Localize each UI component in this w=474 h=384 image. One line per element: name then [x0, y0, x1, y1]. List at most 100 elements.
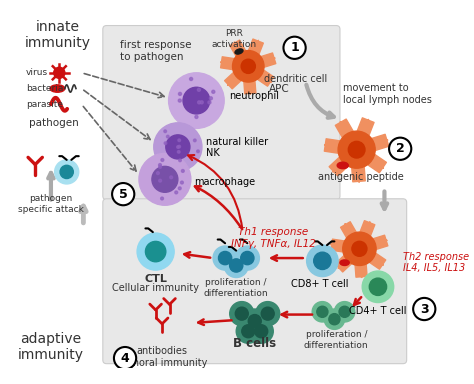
- Circle shape: [55, 160, 79, 184]
- FancyArrowPatch shape: [257, 53, 276, 68]
- Text: 1: 1: [290, 41, 299, 54]
- Circle shape: [178, 145, 181, 148]
- Text: B cells: B cells: [233, 337, 276, 350]
- Circle shape: [314, 252, 331, 270]
- Circle shape: [169, 73, 224, 128]
- Text: Cellular immunity: Cellular immunity: [112, 283, 199, 293]
- Circle shape: [177, 151, 180, 153]
- Circle shape: [255, 301, 280, 326]
- Circle shape: [190, 78, 192, 81]
- Circle shape: [261, 307, 274, 320]
- FancyArrowPatch shape: [324, 139, 346, 154]
- Circle shape: [178, 139, 181, 142]
- Text: bacteria: bacteria: [26, 84, 64, 93]
- Text: macrophage: macrophage: [194, 177, 255, 187]
- FancyArrowPatch shape: [335, 119, 356, 142]
- Circle shape: [307, 245, 338, 276]
- Circle shape: [114, 347, 136, 369]
- FancyArrowPatch shape: [368, 235, 388, 251]
- Circle shape: [179, 159, 182, 162]
- Circle shape: [177, 146, 179, 148]
- Text: dendritic cell: dendritic cell: [264, 74, 327, 84]
- Text: parasite: parasite: [26, 100, 63, 109]
- FancyArrowPatch shape: [329, 153, 352, 176]
- Circle shape: [54, 67, 65, 78]
- Circle shape: [229, 259, 243, 272]
- Ellipse shape: [340, 260, 349, 265]
- Circle shape: [195, 116, 198, 119]
- FancyBboxPatch shape: [103, 26, 340, 200]
- Text: NK: NK: [206, 148, 219, 158]
- Circle shape: [235, 307, 248, 320]
- Text: 2: 2: [396, 142, 404, 155]
- Circle shape: [182, 169, 184, 172]
- Circle shape: [166, 135, 169, 138]
- Circle shape: [164, 130, 166, 132]
- Text: adaptive
immunity: adaptive immunity: [18, 332, 84, 362]
- FancyArrowPatch shape: [230, 40, 248, 60]
- Circle shape: [146, 242, 166, 262]
- Circle shape: [224, 253, 248, 278]
- Circle shape: [139, 153, 191, 205]
- Circle shape: [159, 166, 162, 168]
- FancyArrowPatch shape: [365, 250, 386, 269]
- Circle shape: [241, 59, 255, 73]
- FancyArrowPatch shape: [244, 76, 256, 94]
- Circle shape: [324, 309, 345, 329]
- Circle shape: [197, 88, 201, 91]
- Circle shape: [255, 325, 268, 338]
- FancyArrowPatch shape: [254, 68, 274, 86]
- Circle shape: [198, 101, 201, 104]
- Text: 5: 5: [119, 188, 128, 201]
- Circle shape: [170, 176, 173, 179]
- Text: PRR
activation: PRR activation: [212, 29, 257, 49]
- Text: pathogen
specific attack: pathogen specific attack: [18, 194, 84, 214]
- Circle shape: [339, 306, 350, 317]
- Circle shape: [242, 325, 255, 338]
- Circle shape: [236, 319, 260, 343]
- FancyArrowPatch shape: [358, 221, 375, 240]
- Text: Th1 response
INFγ, TNFα, IL12: Th1 response INFγ, TNFα, IL12: [231, 227, 316, 249]
- Text: innate
immunity: innate immunity: [25, 20, 91, 50]
- Text: natural killer: natural killer: [206, 137, 268, 147]
- Circle shape: [60, 165, 73, 179]
- Circle shape: [212, 90, 215, 93]
- Circle shape: [317, 306, 328, 317]
- Text: virus: virus: [26, 68, 48, 77]
- Circle shape: [338, 131, 375, 168]
- Text: movement to
local lymph nodes: movement to local lymph nodes: [343, 83, 432, 105]
- Text: pathogen: pathogen: [29, 118, 79, 128]
- Circle shape: [161, 159, 164, 161]
- Circle shape: [210, 97, 212, 100]
- Circle shape: [208, 101, 211, 104]
- FancyArrowPatch shape: [331, 239, 349, 253]
- Ellipse shape: [50, 85, 65, 92]
- Circle shape: [183, 87, 210, 114]
- Circle shape: [193, 139, 196, 142]
- FancyArrowPatch shape: [366, 134, 389, 152]
- Text: APC: APC: [269, 84, 290, 94]
- Circle shape: [348, 141, 365, 158]
- Text: antigenic peptide: antigenic peptide: [319, 172, 404, 182]
- Circle shape: [329, 314, 340, 325]
- Text: CTL: CTL: [144, 274, 167, 284]
- Text: neutrophil: neutrophil: [229, 91, 279, 101]
- Circle shape: [249, 319, 273, 343]
- Circle shape: [283, 36, 306, 59]
- Circle shape: [156, 172, 159, 175]
- Circle shape: [197, 150, 200, 152]
- Text: proliferation /
differentiation: proliferation / differentiation: [204, 278, 269, 298]
- Circle shape: [230, 301, 254, 326]
- FancyArrowPatch shape: [341, 222, 359, 242]
- Circle shape: [175, 191, 178, 194]
- Circle shape: [352, 241, 367, 256]
- Circle shape: [389, 137, 411, 160]
- Circle shape: [219, 252, 232, 265]
- Circle shape: [179, 93, 182, 96]
- Circle shape: [233, 51, 264, 82]
- Circle shape: [312, 301, 333, 322]
- Circle shape: [137, 233, 174, 270]
- FancyArrowPatch shape: [355, 260, 367, 277]
- Circle shape: [343, 232, 376, 265]
- Circle shape: [161, 197, 164, 200]
